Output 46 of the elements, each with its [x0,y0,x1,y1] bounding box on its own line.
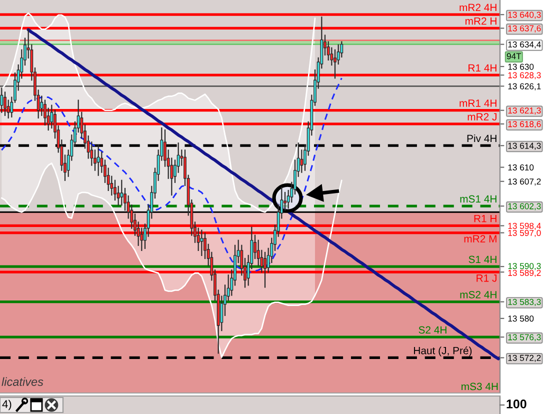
y-tick-label: 13 607,2 [508,178,541,186]
ref-line-label: mR2 J [468,113,496,120]
y-tick-label: 13 630 [508,64,534,70]
ref-line-label: mR1 4H [460,100,496,107]
ref-line-label: mS2 4H [460,290,496,298]
ref-line-label: Piv 4H [467,134,496,142]
y-tick-label: 13 640,3 [508,12,541,19]
candlestick [284,192,286,211]
text: 4) [2,400,12,410]
annotation: licatives [2,377,44,386]
candlestick [0,88,4,113]
ref-line-label: S2 4H [418,326,446,334]
y-tick-label: 13 618,6 [508,121,541,128]
y-tick-label: 13 589,2 [508,270,541,277]
text: 100 [506,400,526,408]
y-tick-label: 13 610 [508,164,534,170]
y-tick-label: 13 572,2 [508,354,541,362]
ref-line-label: R1 H [474,215,496,222]
y-tick-label: 13 637,6 [508,25,541,32]
line-series [26,28,500,360]
ref-line-label: R1 J [476,274,496,282]
y-tick-label: 13 580 [508,316,534,322]
y-tick-label: 13 597,0 [508,230,541,237]
annotation: mS3 4H [462,382,498,390]
y-tick-label: 13 590,3 [508,263,541,270]
y-tick-label: 13 602,3 [508,203,541,210]
ref-line-label: mR2 M [464,235,496,242]
text: 94T [506,53,522,60]
y-tick-label: 13 628,3 [508,72,541,80]
ref-line-label: S1 4H [468,256,496,264]
candlestick [264,252,266,288]
ref-line-label: R1 4H [468,64,496,72]
ref-line-label: mR2 4H [460,4,496,12]
ref-line-label: mR2 H [466,17,496,25]
y-tick-label: 13 621,3 [508,107,541,115]
ref-line-label: Haut (J, Pré) [414,346,472,356]
y-tick-label: 13 626,1 [508,83,541,90]
ref-line-label: mS1 4H [460,195,496,203]
y-tick-label: 13 598,4 [508,222,541,230]
candlestick [200,230,204,256]
y-tick-label: 13 614,3 [508,142,541,150]
y-tick-label: 13 634,4 [508,41,541,49]
candlestick [96,144,100,176]
y-tick-label: 13 583,3 [508,298,541,306]
y-tick-label: 13 576,3 [508,334,541,342]
candlestick [4,92,6,116]
